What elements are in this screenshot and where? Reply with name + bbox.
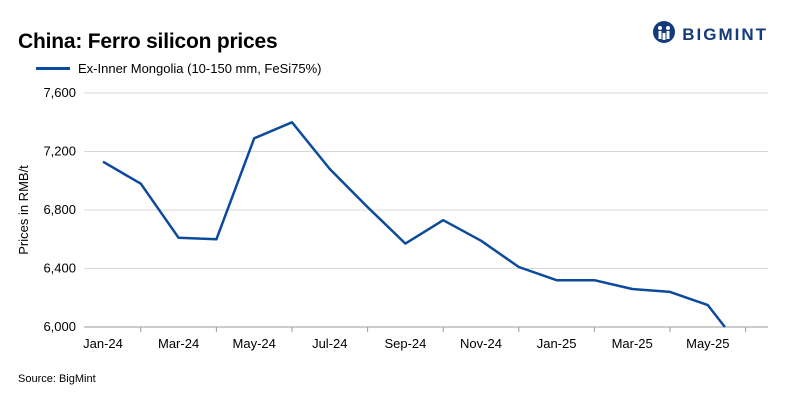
x-tick-label: Nov-24 [460,336,502,351]
legend-label: Ex-Inner Mongolia (10-150 mm, FeSi75%) [78,61,322,76]
x-tick-label: Mar-25 [612,336,653,351]
x-tick-label: Mar-24 [158,336,199,351]
gridlines [84,92,768,332]
series-line [102,121,726,328]
x-tick-label: May-25 [686,336,729,351]
y-tick-label: 7,200 [43,144,76,159]
y-tick-labels: 6,000 6,400 6,800 7,200 7,600 [43,85,76,334]
y-tick-label: 6,000 [43,319,76,334]
y-tick-label: 6,800 [43,202,76,217]
legend: Ex-Inner Mongolia (10-150 mm, FeSi75%) [36,61,322,76]
x-tick-label: Jul-24 [312,336,347,351]
x-tick-label: May-24 [233,336,276,351]
x-tick-labels: Jan-24 Mar-24 May-24 Jul-24 Sep-24 Nov-24 Jan-… [83,336,729,351]
source-note: Source: BigMint [18,373,96,385]
y-tick-label: 7,600 [43,85,76,100]
y-axis-title: Prices in RMB/t [16,165,31,255]
x-tick-label: Jan-24 [83,336,123,351]
brand-logo: BIGMINT [652,20,768,49]
x-tick-label: Jan-25 [537,336,577,351]
legend-line-swatch [36,67,70,70]
brand-name: BIGMINT [682,24,768,44]
bigmint-logo-icon [652,20,676,49]
chart-title: China: Ferro silicon prices [18,30,278,53]
x-tick-label: Sep-24 [384,336,426,351]
y-tick-label: 6,400 [43,261,76,276]
